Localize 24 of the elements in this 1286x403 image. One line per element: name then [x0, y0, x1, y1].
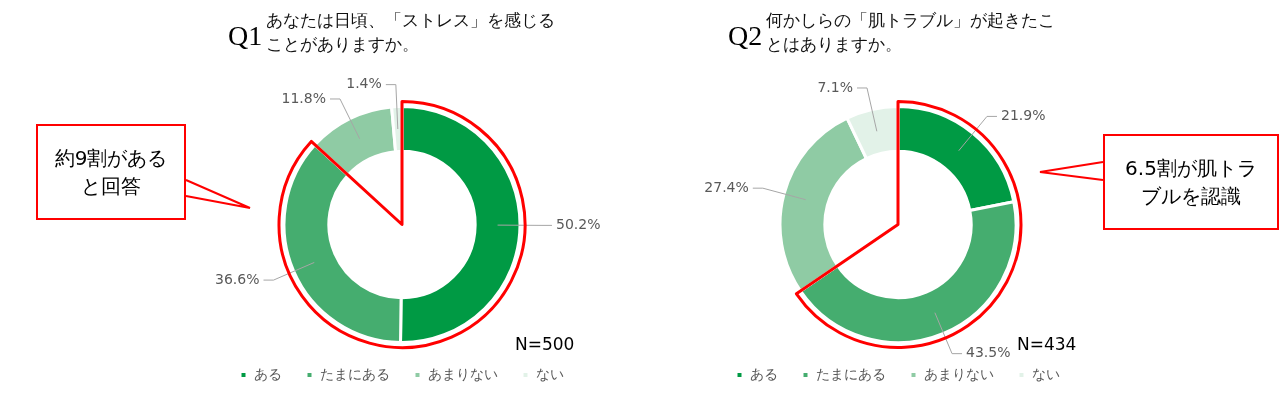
legend-label: ない [536, 365, 564, 382]
data-label: 27.4% [704, 178, 749, 195]
legend-label: あまりない [428, 365, 498, 382]
chart-subtitle: 何かしらの「肌トラブル」が起きたことはありますか。 [766, 9, 1057, 56]
legend-label: ある [750, 365, 778, 382]
chart-title: Q1 [228, 19, 263, 53]
chart-title: Q2 [728, 19, 763, 53]
callout-box: 約9割があると回答 [36, 124, 186, 220]
data-label: 36.6% [215, 270, 260, 287]
data-label: 7.1% [817, 78, 853, 95]
data-label: 21.9% [1000, 107, 1046, 124]
data-label: 50.2% [556, 216, 601, 233]
legend-label: たまにある [320, 365, 390, 382]
data-label: 1.4% [346, 75, 382, 92]
legend-label: ない [1032, 365, 1060, 382]
legend-label: たまにある [816, 365, 886, 382]
text: N=434 [1017, 334, 1077, 354]
callout-box: 6.5割が肌トラブルを認識 [1103, 134, 1279, 230]
chart-subtitle: あなたは日頃、「ストレス」を感じることがありますか。 [266, 9, 557, 56]
data-label: 43.5% [966, 344, 1011, 361]
data-label: 11.8% [281, 89, 327, 106]
legend-label: あまりない [924, 365, 994, 382]
legend-label: ある [254, 365, 282, 382]
text: N=500 [515, 334, 575, 354]
